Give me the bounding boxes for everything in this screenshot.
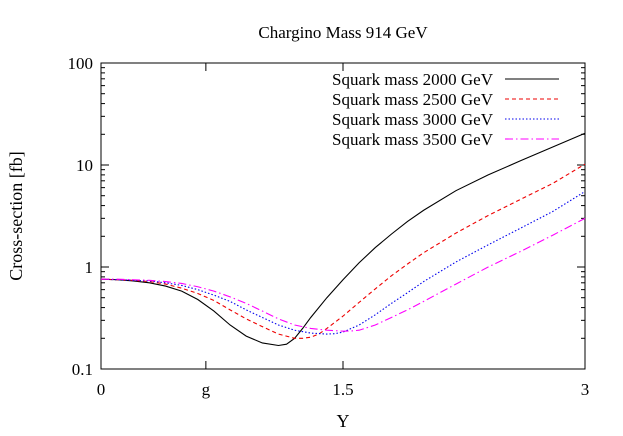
axis-ticks: 0.1 1 10 100 0 g 1.5 3 (68, 54, 590, 399)
series-line-1 (100, 132, 586, 347)
legend-label: Squark mass 3500 GeV (332, 130, 494, 149)
y-axis-label: Cross-section [fb] (6, 151, 26, 280)
legend-label: Squark mass 2000 GeV (332, 70, 494, 89)
x-tick-label: 3 (581, 380, 590, 399)
y-tick-label: 100 (68, 54, 94, 73)
x-axis-label: Y (337, 411, 350, 431)
y-tick-label: 1 (85, 258, 94, 277)
x-tick-label: g (202, 380, 211, 399)
series-group (100, 132, 586, 347)
legend-label: Squark mass 2500 GeV (332, 90, 494, 109)
series-line-3 (100, 191, 586, 335)
y-tick-label: 0.1 (72, 360, 93, 379)
legend-label: Squark mass 3000 GeV (332, 110, 494, 129)
series-line-4 (101, 217, 586, 332)
x-tick-label: 1.5 (332, 380, 353, 399)
series-line-2 (100, 163, 586, 339)
y-tick-label: 10 (76, 156, 93, 175)
chart-title: Chargino Mass 914 GeV (258, 23, 428, 42)
x-tick-label: 0 (97, 380, 106, 399)
